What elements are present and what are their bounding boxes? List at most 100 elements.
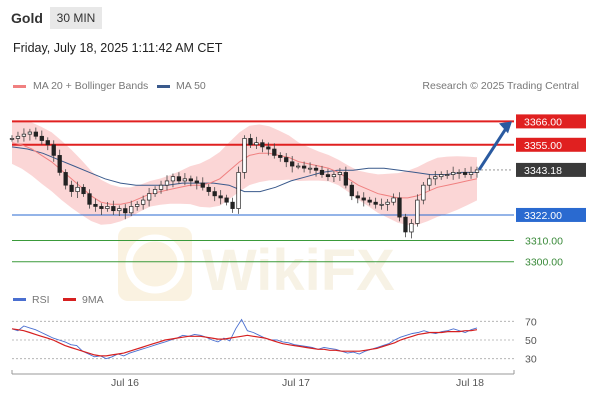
candle-body <box>248 138 253 146</box>
candle-69 <box>421 181 426 205</box>
rsi-panel: 70 50 30 <box>11 316 537 366</box>
level-tag-bg <box>516 114 586 129</box>
ma50-legend-swatch <box>157 85 170 88</box>
rsi-tick-70: 70 <box>525 316 537 328</box>
candle-body <box>141 199 146 205</box>
candle-body <box>379 203 384 206</box>
timeframe-button[interactable]: 30 MIN <box>50 7 102 29</box>
x-tick-Jul 16: Jul 16 <box>111 377 139 389</box>
candle-75 <box>456 169 462 179</box>
candle-51 <box>313 164 319 177</box>
level-tag-3366.00: 3366.00 <box>516 114 586 129</box>
candle-body <box>301 165 307 169</box>
level-label-3355.00: 3355.00 <box>524 140 562 152</box>
candle-32 <box>200 177 205 191</box>
watermark-text: WikiFX <box>202 238 395 303</box>
candle-body <box>319 169 325 175</box>
candle-23 <box>146 187 152 207</box>
candle-body <box>456 172 462 174</box>
candle-body <box>421 184 426 201</box>
candle-body <box>45 140 50 146</box>
candle-66 <box>403 213 408 238</box>
ma50-legend-label: MA 50 <box>176 80 206 92</box>
header-bar: Gold 30 MIN <box>0 0 590 36</box>
candle-37 <box>230 197 235 213</box>
candle-47 <box>290 156 295 173</box>
candle-45 <box>278 152 283 162</box>
candle-body <box>105 206 110 209</box>
candle-22 <box>141 195 146 210</box>
candle-42 <box>260 139 265 153</box>
candle-46 <box>284 153 289 168</box>
candle-body <box>135 203 140 207</box>
candle-body <box>468 172 474 175</box>
candle-body <box>361 197 366 201</box>
candle-body <box>290 161 295 167</box>
candle-body <box>266 146 271 150</box>
candle-body <box>194 180 199 184</box>
candle-43 <box>266 142 271 156</box>
candle-body <box>75 186 80 192</box>
candle-27 <box>170 173 176 188</box>
candle-40 <box>248 133 253 148</box>
candle-67 <box>409 218 414 239</box>
candle-body <box>9 138 15 140</box>
candle-body <box>170 176 176 182</box>
candle-10 <box>69 180 74 197</box>
candle-body <box>373 201 378 205</box>
candle-56 <box>343 166 348 189</box>
candle-48 <box>296 162 301 170</box>
candle-body <box>439 174 444 178</box>
candle-body <box>230 201 235 209</box>
candle-body <box>81 186 86 195</box>
candle-18 <box>117 205 122 217</box>
candle-6 <box>45 137 50 151</box>
candle-body <box>111 206 116 212</box>
candle-72 <box>439 171 444 180</box>
candle-50 <box>307 162 313 174</box>
ma20-legend-swatch <box>13 85 26 88</box>
candle-body <box>63 172 68 186</box>
level-label-3366.00: 3366.00 <box>524 116 562 128</box>
candle-body <box>129 206 134 214</box>
candle-body <box>39 135 44 141</box>
candle-body <box>325 174 331 178</box>
candle-53 <box>325 168 331 181</box>
candle-74 <box>451 166 456 180</box>
candle-body <box>260 142 265 148</box>
candle-body <box>224 197 229 203</box>
candle-41 <box>254 136 259 150</box>
candle-30 <box>188 175 193 187</box>
candle-65 <box>397 192 402 222</box>
candle-55 <box>337 167 343 181</box>
candle-body <box>212 191 217 197</box>
candle-body <box>123 208 128 214</box>
ma9-line <box>11 328 478 357</box>
candle-body <box>391 197 396 203</box>
candle-13 <box>87 189 92 209</box>
candle-19 <box>123 204 128 220</box>
candle-14 <box>93 198 98 212</box>
candle-15 <box>99 203 104 215</box>
copyright-text: Research © 2025 Trading Central <box>422 80 579 92</box>
candle-36 <box>224 194 229 206</box>
candle-0 <box>9 135 15 142</box>
candle-body <box>385 201 390 205</box>
candle-body <box>182 178 188 182</box>
candlesticks <box>9 127 480 239</box>
candle-63 <box>385 199 390 211</box>
x-tick-Jul 17: Jul 17 <box>282 377 310 389</box>
candle-70 <box>427 174 432 191</box>
level-label-3300.00: 3300.00 <box>525 257 563 269</box>
candle-body <box>200 182 205 188</box>
candle-24 <box>152 186 158 197</box>
candle-body <box>272 148 277 156</box>
candle-61 <box>373 197 378 209</box>
candle-2 <box>21 128 27 142</box>
candle-body <box>57 155 62 173</box>
candle-3 <box>27 128 33 141</box>
projection-line <box>477 124 510 171</box>
candle-body <box>337 172 343 175</box>
candle-12 <box>81 184 86 197</box>
